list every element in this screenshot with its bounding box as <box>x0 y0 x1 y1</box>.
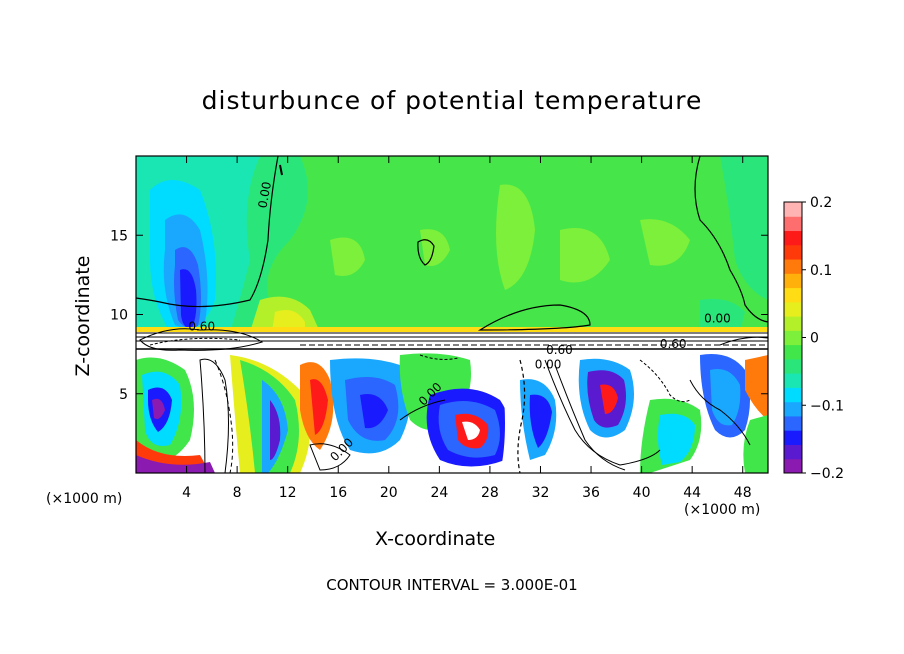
x-tick-label: 44 <box>683 485 701 501</box>
colorbar-swatch <box>784 373 802 388</box>
colorbar-swatch <box>784 259 802 274</box>
y-tick-label: 5 <box>119 387 128 403</box>
x-tick-label: 4 <box>182 485 191 501</box>
x-tick-label: 48 <box>734 485 752 501</box>
colorbar-ticks: 0.2 0.1 0 −0.1 −0.2 <box>802 195 844 482</box>
colorbar-swatch <box>784 330 802 346</box>
colorbar-tick-label: −0.2 <box>810 466 844 482</box>
y-axis-ticks: 5 10 15 <box>110 228 768 403</box>
colorbar-swatch <box>784 202 802 217</box>
colorbar-swatch <box>784 273 802 289</box>
upper-field <box>136 156 768 332</box>
chart-title: disturbunce of potential temperature <box>201 86 703 115</box>
contour-interval-note: CONTOUR INTERVAL = 3.000E-01 <box>326 576 578 594</box>
colorbar-tick-label: 0.2 <box>810 195 832 211</box>
colorbar-swatch <box>784 358 802 374</box>
colorbar-swatch <box>784 415 802 431</box>
y-tick-label: 10 <box>110 308 128 324</box>
x-unit-right: (×1000 m) <box>684 502 761 518</box>
colorbar-swatch <box>784 244 802 260</box>
colorbar-swatch <box>784 458 802 474</box>
colorbar-swatch <box>784 401 802 417</box>
contour-label: 0.00 <box>704 311 731 325</box>
contour-label: 0.60 <box>660 337 687 351</box>
x-axis-label: X-coordinate <box>375 528 496 550</box>
x-unit-left: (×1000 m) <box>46 491 123 507</box>
x-tick-label: 40 <box>633 485 651 501</box>
colorbar-swatch <box>784 301 802 317</box>
x-tick-label: 32 <box>532 485 550 501</box>
colorbar-tick-label: −0.1 <box>810 398 844 414</box>
colorbar-swatch <box>784 444 802 460</box>
contour-label: 0.60 <box>188 319 215 333</box>
x-tick-label: 24 <box>430 485 448 501</box>
colorbar-swatch <box>784 430 802 445</box>
x-tick-label: 12 <box>279 485 297 501</box>
x-tick-label: 16 <box>329 485 347 501</box>
x-tick-label: 20 <box>380 485 398 501</box>
x-axis-ticks: 4 8 12 16 20 24 28 32 36 40 44 48 <box>182 156 752 501</box>
y-tick-label: 15 <box>110 228 128 244</box>
colorbar-swatch <box>784 230 802 246</box>
colorbar-tick-label: 0.1 <box>810 263 832 279</box>
contour-label: 0.00 <box>256 181 274 210</box>
y-axis-label: Z-coordinate <box>72 255 94 377</box>
colorbar-swatch <box>784 287 802 303</box>
x-tick-label: 36 <box>582 485 600 501</box>
colorbar-tick-label: 0 <box>810 331 819 347</box>
colorbar-swatch <box>784 216 802 232</box>
lower-field <box>136 351 768 473</box>
colorbar-swatch <box>784 316 802 331</box>
x-tick-label: 28 <box>481 485 499 501</box>
colorbar-swatch <box>784 387 802 403</box>
contour-label: 0.00 <box>535 357 562 371</box>
colorbar-swatch <box>784 344 802 360</box>
transition-band <box>136 328 768 351</box>
contour-label: 0.60 <box>546 343 573 357</box>
x-tick-label: 8 <box>233 485 242 501</box>
colorbar <box>783 201 803 474</box>
